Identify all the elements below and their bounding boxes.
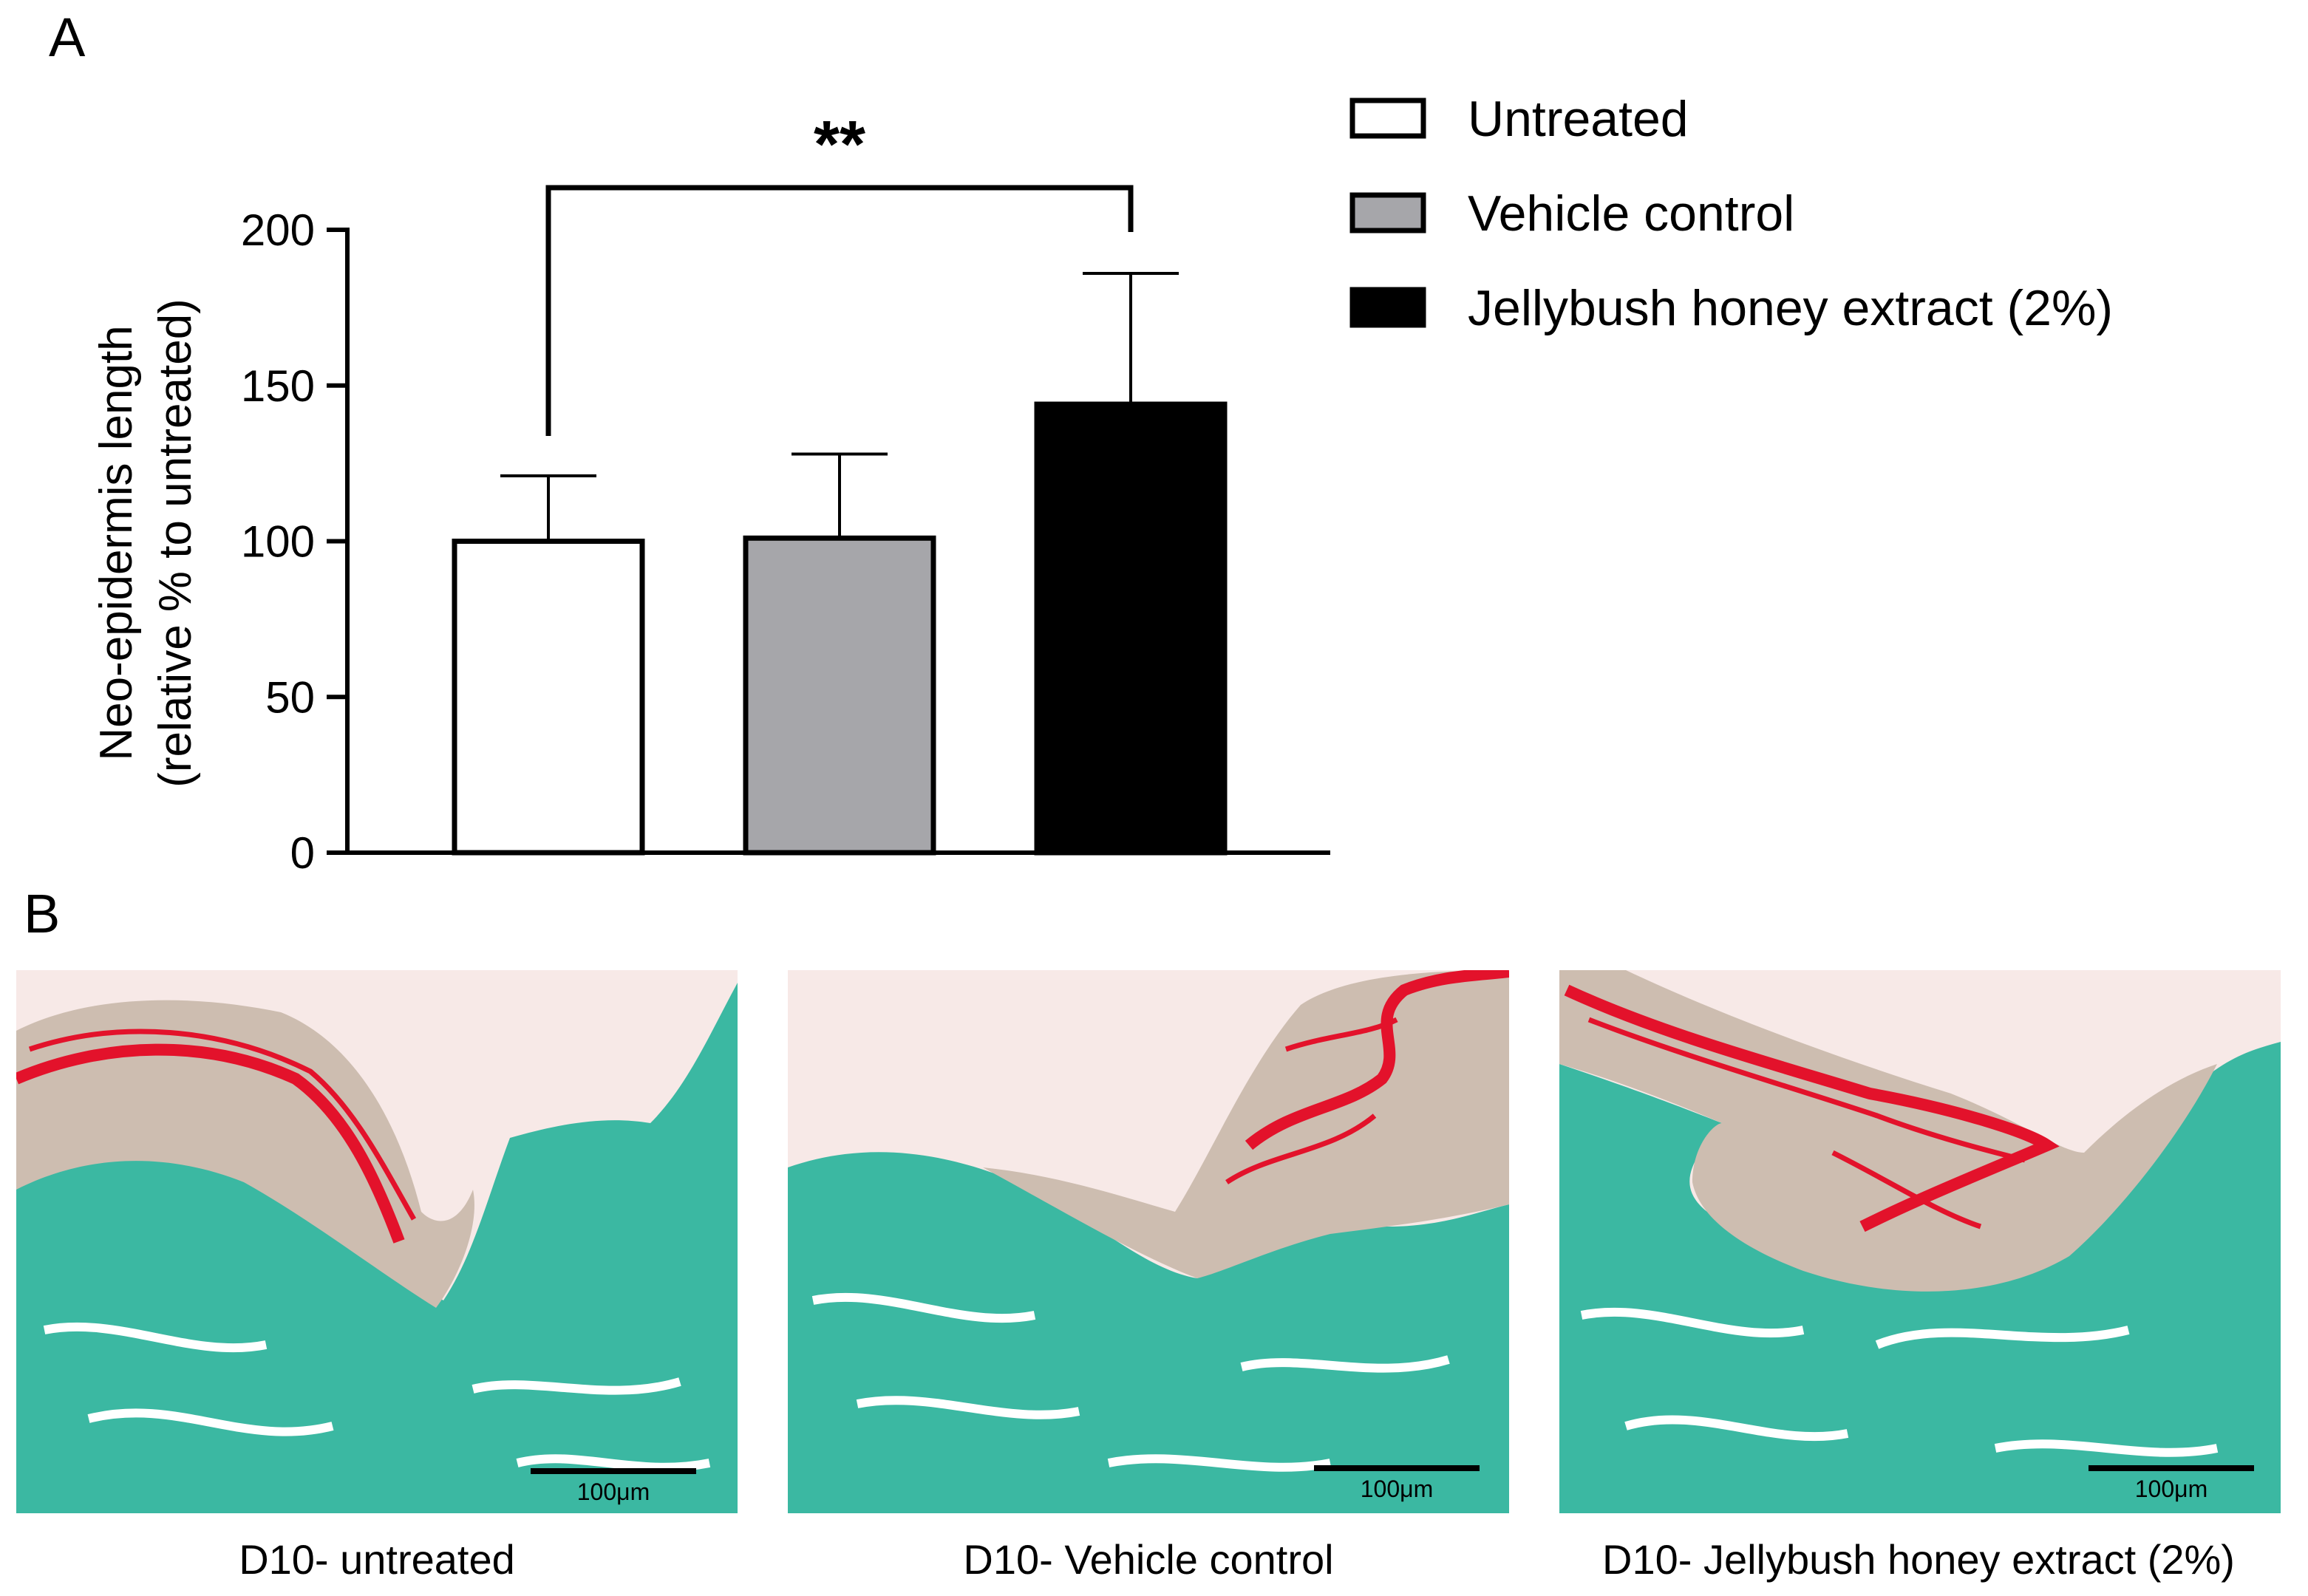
legend-entry: Untreated: [1349, 91, 1689, 147]
legend-label: Untreated: [1468, 91, 1689, 147]
bar: [452, 539, 645, 856]
epidermis-layer: [983, 970, 1509, 1278]
scale-bar: 100μm: [1314, 1465, 1480, 1502]
keratin-layer-secondary: [1587, 1017, 2026, 1230]
y-axis-title-line1: Neo-epidermis length: [91, 325, 142, 760]
legend-label: Jellybush honey extract (2%): [1468, 280, 2113, 336]
scale-bar-label: 100μm: [1361, 1476, 1433, 1502]
y-tick-label: 100: [241, 517, 315, 567]
micrograph-vehicle-control: 100μm D10- Vehicle control: [788, 970, 1509, 1583]
significance-bracket: **: [545, 108, 1134, 436]
y-axis: 0 50 100 150 200: [241, 205, 350, 878]
bar: [743, 535, 936, 856]
legend-label: Vehicle control: [1468, 185, 1794, 242]
scale-bar: 100μm: [531, 1468, 696, 1505]
panel-a-label: A: [49, 7, 86, 68]
legend: Untreated Vehicle control Jellybush honey …: [1349, 91, 2113, 336]
y-tick-label: 50: [265, 672, 315, 722]
micrograph-jellybush-honey-extract: 100μm D10- Jellybush honey extract (2%): [1559, 970, 2281, 1583]
micrograph-untreated: 100μm D10- untreated: [16, 970, 738, 1583]
keratin-layer-secondary: [1225, 1017, 1398, 1184]
micrograph-caption: D10- Vehicle control: [963, 1536, 1333, 1583]
bar-chart: 0 50 100 150 200 ** Neo-epidermis length (re…: [91, 108, 1330, 878]
keratin-layer: [1245, 970, 1509, 1150]
collagen-gap: [43, 1322, 711, 1472]
micrograph-caption: D10- untreated: [239, 1536, 515, 1583]
collagen-dermis: [788, 1152, 1509, 1513]
y-tick-label: 0: [290, 828, 315, 878]
keratin-layer: [1564, 984, 2060, 1232]
error-bars: [500, 272, 1179, 542]
panel-b-label: B: [24, 883, 60, 944]
scale-bar: 100μm: [2089, 1465, 2254, 1502]
collagen-dermis: [16, 983, 738, 1513]
significance-line: [545, 185, 1134, 436]
y-axis-title-line2: (relative % to untreated): [150, 299, 201, 788]
epidermis-layer: [16, 1000, 474, 1308]
scale-bar-label: 100μm: [577, 1479, 650, 1505]
legend-swatch: [1349, 98, 1426, 139]
legend-swatch: [1349, 287, 1426, 328]
legend-swatch: [1349, 192, 1426, 233]
scale-bar-label: 100μm: [2135, 1476, 2207, 1502]
micrograph-caption: D10- Jellybush honey extract (2%): [1602, 1536, 2235, 1583]
y-axis-title: Neo-epidermis length (relative % to untr…: [91, 299, 201, 788]
y-tick-label: 200: [241, 205, 315, 255]
collagen-gap: [1580, 1307, 2219, 1457]
keratin-layer-secondary: [28, 1029, 417, 1221]
legend-entry: Vehicle control: [1349, 185, 1794, 242]
significance-label: **: [814, 108, 865, 182]
collagen-dermis: [1559, 1042, 2281, 1513]
keratin-layer: [16, 1043, 405, 1244]
legend-entry: Jellybush honey extract (2%): [1349, 280, 2113, 336]
bar: [1034, 401, 1228, 856]
y-tick-label: 150: [241, 361, 315, 411]
collagen-gap: [811, 1292, 1450, 1472]
